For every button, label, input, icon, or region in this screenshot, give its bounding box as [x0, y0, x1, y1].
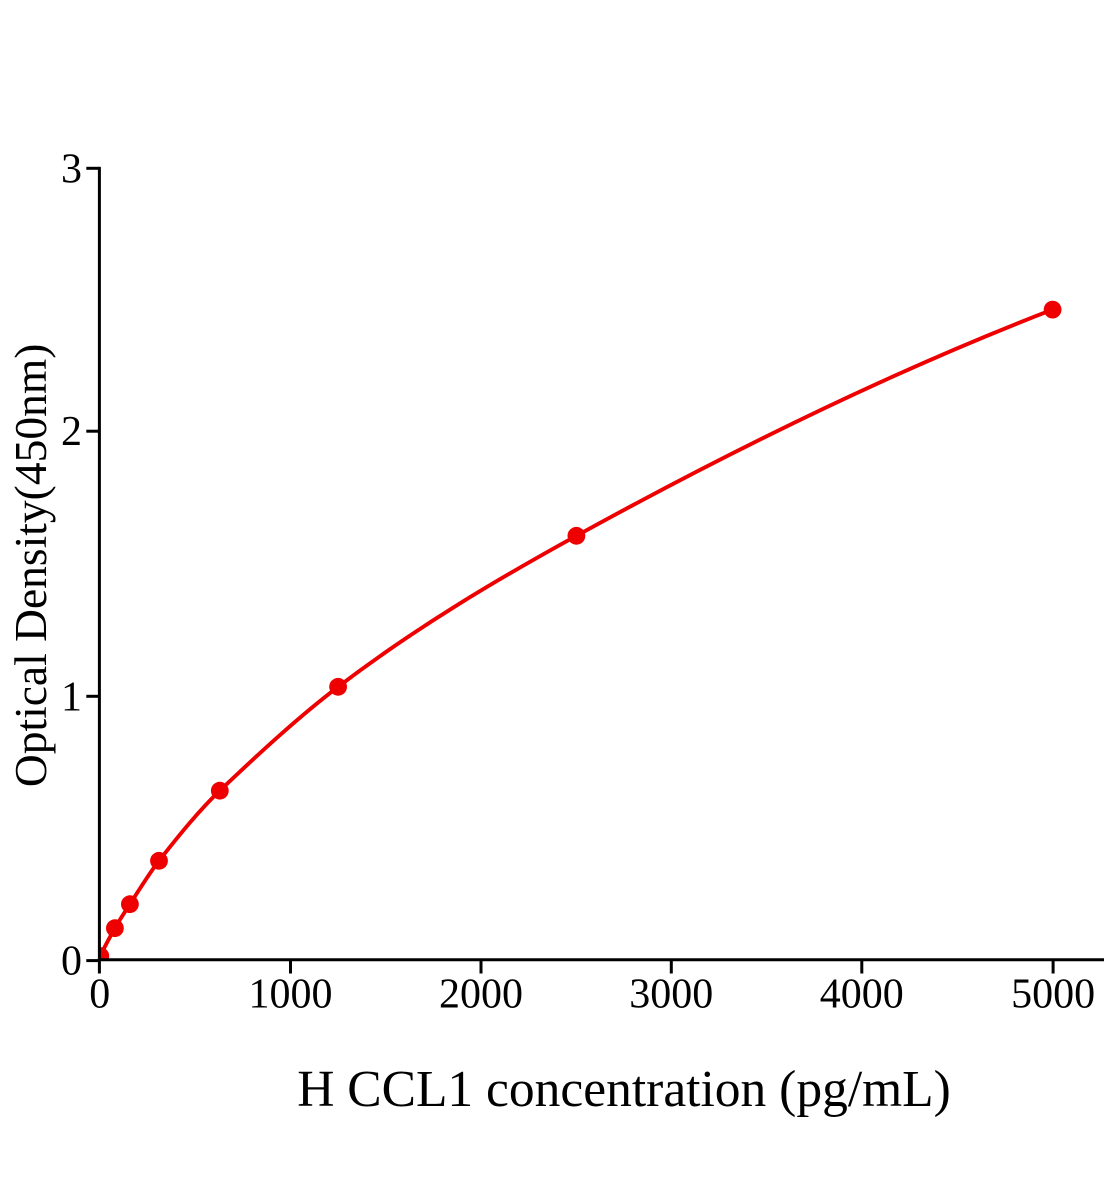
svg-text:1000: 1000 — [249, 972, 333, 1018]
svg-text:0: 0 — [89, 972, 110, 1018]
svg-text:3000: 3000 — [629, 972, 713, 1018]
svg-text:0: 0 — [61, 939, 82, 985]
svg-text:Optical Density(450nm): Optical Density(450nm) — [5, 344, 56, 788]
svg-text:2: 2 — [61, 409, 82, 455]
svg-text:H CCL1 concentration (pg/mL): H CCL1 concentration (pg/mL) — [297, 1061, 951, 1118]
svg-text:5000: 5000 — [1011, 972, 1095, 1018]
svg-text:2000: 2000 — [439, 972, 523, 1018]
svg-text:1: 1 — [61, 675, 82, 721]
svg-text:4000: 4000 — [820, 972, 904, 1018]
svg-text:3: 3 — [61, 147, 82, 193]
